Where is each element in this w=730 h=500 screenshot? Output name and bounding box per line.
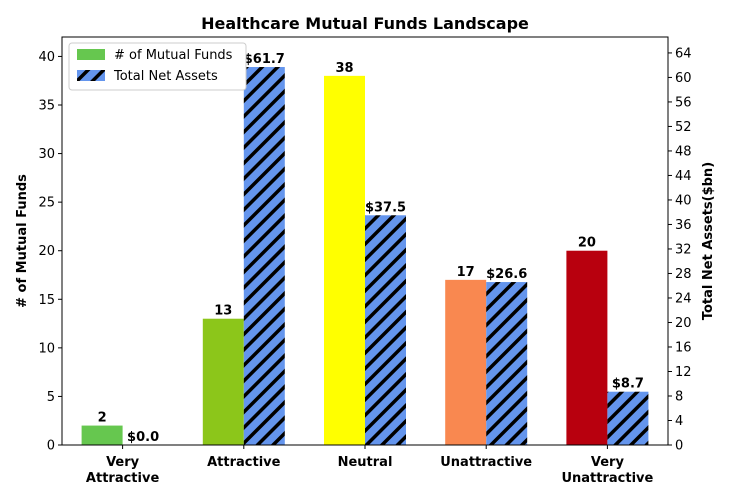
legend-label-net-assets: Total Net Assets	[113, 69, 218, 84]
y2-tick-label: 32	[675, 242, 692, 257]
plot-frame	[61, 36, 669, 446]
y2-tick-label: 28	[675, 267, 692, 282]
y-tick-label: 0	[47, 439, 55, 454]
y-tick-label: 5	[47, 390, 55, 405]
bar-net-assets	[607, 391, 649, 445]
y2-tick-label: 0	[675, 439, 683, 454]
x-tick-label-line: Very	[106, 455, 140, 470]
x-tick-label: Neutral	[338, 455, 393, 470]
y2-axis-title: Total Net Assets($bn)	[701, 162, 716, 320]
bar-mutual-funds	[324, 75, 365, 445]
bar-mutual-funds	[445, 279, 487, 445]
x-tick-label-line: Very	[591, 455, 625, 470]
y2-tick-label: 56	[675, 95, 692, 110]
y-tick-label: 35	[38, 99, 55, 114]
data-label-net-assets: $37.5	[365, 200, 406, 215]
y2-tick-label: 48	[675, 144, 692, 159]
data-label-mutual-funds: 2	[98, 411, 107, 426]
y2-tick-label: 12	[675, 365, 692, 380]
data-label-net-assets: $61.7	[244, 52, 285, 67]
y2-tick-label: 64	[675, 46, 692, 61]
data-label-mutual-funds: 17	[457, 265, 475, 280]
chart-title: Healthcare Mutual Funds Landscape	[201, 14, 529, 33]
y2-tick-label: 20	[675, 316, 692, 331]
y-tick-label: 15	[38, 293, 55, 308]
y2-tick-label: 52	[675, 120, 692, 135]
y2-tick-label: 8	[675, 389, 683, 404]
data-label-mutual-funds: 38	[335, 61, 353, 76]
x-tick-label-line: Unattractive	[561, 471, 653, 486]
y-tick-label: 25	[38, 196, 55, 211]
data-label-mutual-funds: 20	[578, 236, 596, 251]
x-tick-label: Very Unattractive	[561, 455, 653, 486]
data-label-mutual-funds: 13	[214, 304, 232, 319]
x-tick-label: Attractive	[207, 455, 281, 470]
x-tick-label-line: Attractive	[86, 471, 160, 486]
x-tick-label: Unattractive	[440, 455, 532, 470]
y-tick-label: 30	[38, 147, 55, 162]
bar-net-assets	[365, 215, 406, 445]
y2-tick-label: 44	[675, 169, 692, 184]
y-axis-title: # of Mutual Funds	[15, 174, 30, 308]
data-label-net-assets: $0.0	[127, 430, 159, 445]
bar-net-assets	[486, 282, 528, 445]
x-tick-label: Very Attractive	[86, 455, 160, 486]
bar-mutual-funds	[81, 425, 123, 445]
y2-tick-label: 24	[675, 291, 692, 306]
y2-tick-label: 4	[675, 414, 683, 429]
y2-tick-label: 60	[675, 71, 692, 86]
data-label-net-assets: $8.7	[612, 377, 644, 392]
y-tick-label: 40	[38, 50, 55, 65]
y2-tick-label: 16	[675, 340, 692, 355]
legend-swatch-net-assets	[77, 70, 105, 81]
legend-box	[68, 42, 247, 91]
bar-mutual-funds	[202, 318, 244, 445]
x-tick-label-line: Attractive	[207, 455, 281, 470]
legend-label-mutual-funds: # of Mutual Funds	[114, 48, 233, 63]
y-tick-label: 10	[38, 341, 55, 356]
legend-swatch-mutual-funds	[77, 49, 105, 60]
y2-tick-label: 36	[675, 218, 692, 233]
data-label-net-assets: $26.6	[486, 267, 527, 282]
y-tick-label: 20	[38, 244, 55, 259]
x-tick-label-line: Neutral	[338, 455, 393, 470]
y2-tick-label: 40	[675, 193, 692, 208]
bar-net-assets	[243, 67, 285, 446]
x-tick-label-line: Unattractive	[440, 455, 532, 470]
bar-mutual-funds	[566, 250, 608, 445]
